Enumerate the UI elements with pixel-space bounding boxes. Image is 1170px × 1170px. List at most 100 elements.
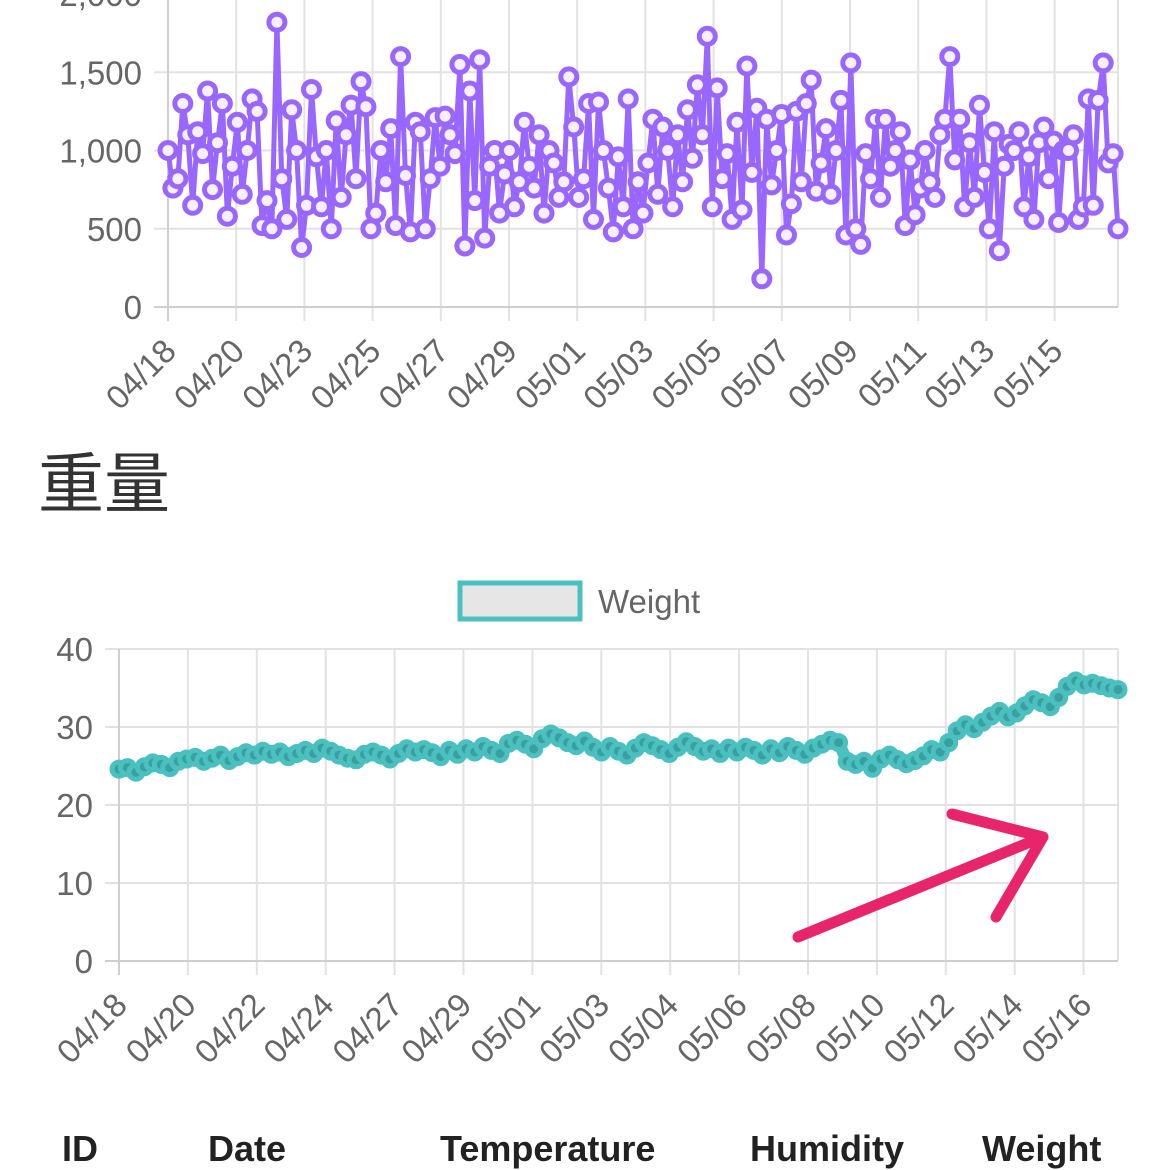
data-point[interactable] (693, 741, 713, 761)
data-point[interactable] (355, 744, 374, 764)
data-point[interactable] (295, 740, 315, 760)
data-point[interactable] (710, 744, 730, 763)
data-point[interactable] (523, 177, 545, 199)
data-point[interactable] (676, 732, 696, 752)
data-point[interactable] (1082, 194, 1104, 216)
data-point[interactable] (726, 111, 748, 133)
data-point[interactable] (651, 740, 671, 760)
data-point[interactable] (731, 199, 753, 221)
data-point[interactable] (1023, 208, 1045, 230)
data-point[interactable] (338, 748, 358, 768)
data-point[interactable] (216, 205, 238, 227)
data-point[interactable] (177, 749, 197, 769)
data-point[interactable] (473, 737, 493, 756)
column-header-weight[interactable]: Weight (982, 1128, 1102, 1169)
data-point[interactable] (194, 751, 214, 771)
data-point[interactable] (905, 751, 925, 770)
data-point[interactable] (1083, 673, 1103, 693)
data-point[interactable] (465, 742, 485, 762)
data-point[interactable] (627, 171, 649, 193)
data-point[interactable] (310, 196, 332, 218)
data-point[interactable] (899, 149, 921, 171)
data-point[interactable] (563, 116, 585, 138)
data-point[interactable] (795, 744, 815, 764)
data-point[interactable] (959, 132, 981, 154)
data-point[interactable] (330, 186, 352, 208)
data-point[interactable] (657, 140, 679, 161)
data-point[interactable] (588, 91, 609, 113)
data-point[interactable] (431, 747, 451, 767)
data-point[interactable] (990, 701, 1009, 721)
data-point[interactable] (448, 744, 468, 764)
data-point[interactable] (820, 183, 842, 205)
data-point[interactable] (390, 46, 412, 68)
data-point[interactable] (988, 240, 1010, 262)
data-point[interactable] (256, 190, 278, 212)
data-point[interactable] (236, 743, 256, 763)
data-point[interactable] (524, 739, 544, 759)
data-point[interactable] (888, 750, 908, 770)
data-point[interactable] (192, 143, 214, 165)
data-point[interactable] (790, 171, 812, 193)
data-point[interactable] (622, 218, 644, 240)
data-point[interactable] (271, 168, 293, 190)
data-point[interactable] (1008, 121, 1030, 143)
data-point[interactable] (820, 730, 840, 750)
data-point[interactable] (270, 742, 290, 762)
data-point[interactable] (236, 140, 258, 161)
data-point[interactable] (685, 737, 705, 756)
data-point[interactable] (1066, 671, 1086, 691)
data-point[interactable] (498, 733, 518, 753)
data-point[interactable] (914, 140, 936, 161)
data-point[interactable] (321, 741, 341, 761)
data-point[interactable] (109, 759, 129, 779)
data-point[interactable] (701, 196, 723, 218)
data-point[interactable] (498, 140, 520, 161)
data-point[interactable] (964, 719, 984, 739)
data-point[interactable] (736, 737, 755, 757)
data-point[interactable] (355, 96, 377, 118)
data-point[interactable] (197, 80, 219, 102)
data-point[interactable] (515, 734, 535, 754)
data-point[interactable] (185, 747, 205, 767)
data-point[interactable] (507, 730, 527, 750)
data-point[interactable] (1057, 676, 1077, 696)
data-point[interactable] (870, 186, 891, 208)
data-point[interactable] (1092, 52, 1114, 74)
data-point[interactable] (696, 25, 718, 47)
data-point[interactable] (454, 235, 476, 257)
data-point[interactable] (863, 758, 882, 778)
data-point[interactable] (325, 110, 347, 132)
data-point[interactable] (904, 204, 926, 226)
data-point[interactable] (924, 186, 946, 208)
data-point[interactable] (609, 741, 628, 761)
data-point[interactable] (634, 733, 654, 753)
data-point[interactable] (397, 739, 417, 759)
data-point[interactable] (202, 179, 223, 201)
data-point[interactable] (469, 49, 491, 71)
data-point[interactable] (691, 124, 713, 146)
data-point[interactable] (543, 152, 565, 174)
column-header-id[interactable]: ID (62, 1128, 98, 1169)
data-point[interactable] (752, 745, 772, 765)
data-point[interactable] (375, 171, 397, 193)
data-point[interactable] (981, 706, 1001, 726)
data-point[interactable] (860, 168, 882, 190)
data-point[interactable] (913, 746, 933, 766)
data-point[interactable] (949, 108, 971, 130)
data-point[interactable] (1032, 693, 1052, 713)
data-point[interactable] (617, 745, 637, 765)
data-point[interactable] (335, 124, 357, 146)
data-point[interactable] (380, 749, 400, 769)
data-point[interactable] (157, 140, 179, 161)
data-point[interactable] (304, 744, 324, 763)
data-point[interactable] (947, 721, 967, 741)
data-point[interactable] (439, 124, 461, 146)
data-point[interactable] (854, 751, 874, 771)
data-point[interactable] (568, 186, 590, 208)
data-point[interactable] (583, 737, 603, 757)
data-point[interactable] (444, 143, 466, 165)
data-point[interactable] (1063, 124, 1084, 146)
data-point[interactable] (363, 742, 383, 762)
data-point[interactable] (350, 71, 372, 93)
